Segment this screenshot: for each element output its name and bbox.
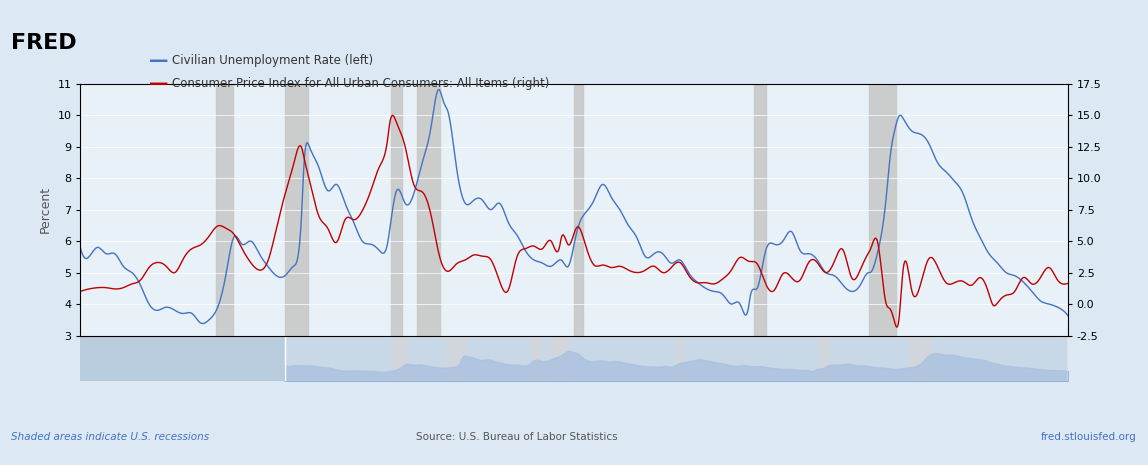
Bar: [390, 84, 402, 336]
Text: FRED: FRED: [11, 33, 77, 53]
Bar: [574, 84, 582, 336]
Bar: [530, 336, 540, 381]
Bar: [820, 336, 828, 381]
Bar: [285, 84, 308, 336]
Bar: [216, 84, 233, 336]
Text: —: —: [149, 51, 169, 70]
Bar: [551, 336, 569, 381]
Text: —: —: [149, 74, 169, 93]
Text: fred.stlouisfed.org: fred.stlouisfed.org: [1041, 432, 1137, 442]
Text: Source: U.S. Bureau of Labor Statistics: Source: U.S. Bureau of Labor Statistics: [416, 432, 618, 442]
Text: Shaded areas indicate U.S. recessions: Shaded areas indicate U.S. recessions: [11, 432, 210, 442]
Bar: [417, 84, 440, 336]
Bar: [676, 336, 683, 381]
Bar: [910, 336, 931, 381]
Bar: [869, 84, 895, 336]
Bar: [447, 336, 465, 381]
Y-axis label: Percent: Percent: [39, 186, 52, 233]
Bar: [285, 336, 1068, 381]
Bar: [754, 84, 766, 336]
Bar: [393, 336, 406, 381]
Text: Civilian Unemployment Rate (left): Civilian Unemployment Rate (left): [172, 54, 373, 67]
Text: Consumer Price Index for All Urban Consumers: All Items (right): Consumer Price Index for All Urban Consu…: [172, 77, 550, 90]
